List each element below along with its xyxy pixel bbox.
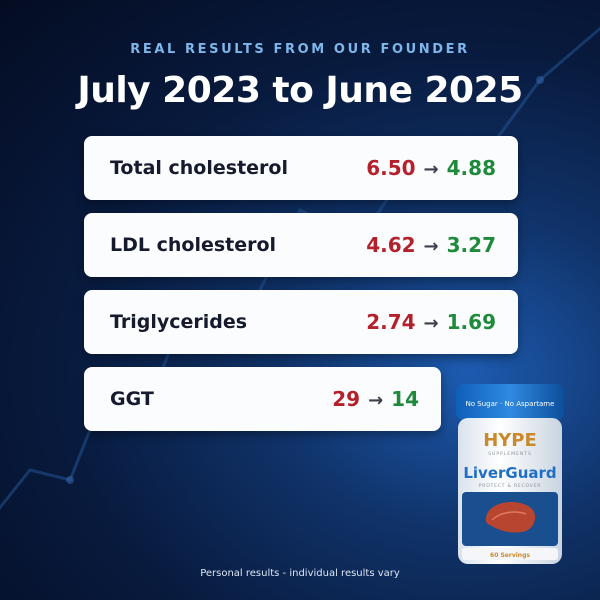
after-value: 4.88 bbox=[446, 156, 496, 180]
product-band-text: No Sugar · No Aspartame bbox=[466, 400, 555, 408]
result-label: LDL cholesterol bbox=[110, 234, 277, 256]
result-card-total-cholesterol: Total cholesterol 6.50 → 4.88 bbox=[84, 136, 518, 200]
before-value: 2.74 bbox=[366, 310, 416, 334]
result-values: 6.50 → 4.88 bbox=[366, 136, 496, 202]
before-value: 29 bbox=[332, 387, 361, 411]
after-value: 1.69 bbox=[446, 310, 496, 334]
result-label: Total cholesterol bbox=[110, 157, 288, 179]
product-brand: HYPE bbox=[483, 430, 537, 451]
arrow-right-icon: → bbox=[368, 390, 384, 411]
arrow-right-icon: → bbox=[423, 313, 439, 334]
after-value: 3.27 bbox=[446, 233, 496, 257]
result-values: 2.74 → 1.69 bbox=[366, 290, 496, 356]
product-brand-sub: SUPPLEMENTS bbox=[488, 451, 532, 457]
product-tagline: PROTECT & RECOVER bbox=[479, 483, 541, 489]
footer-disclaimer: Personal results - individual results va… bbox=[200, 568, 400, 579]
before-value: 4.62 bbox=[366, 233, 416, 257]
result-card-ggt: GGT 29 → 14 bbox=[84, 367, 441, 431]
result-label: GGT bbox=[110, 388, 154, 410]
arrow-right-icon: → bbox=[423, 236, 439, 257]
result-values: 4.62 → 3.27 bbox=[366, 213, 496, 279]
before-value: 6.50 bbox=[366, 156, 416, 180]
after-value: 14 bbox=[391, 387, 419, 411]
result-values: 29 → 14 bbox=[332, 367, 419, 433]
arrow-right-icon: → bbox=[423, 159, 439, 180]
page-title: July 2023 to June 2025 bbox=[77, 70, 523, 111]
result-card-ldl-cholesterol: LDL cholesterol 4.62 → 3.27 bbox=[84, 213, 518, 277]
eyebrow-heading: REAL RESULTS FROM OUR FOUNDER bbox=[130, 42, 470, 57]
product-name: LiverGuard bbox=[463, 464, 556, 482]
result-label: Triglycerides bbox=[110, 311, 248, 333]
product-jar-image: No Sugar · No Aspartame HYPE SUPPLEMENTS… bbox=[456, 384, 564, 564]
result-card-triglycerides: Triglycerides 2.74 → 1.69 bbox=[84, 290, 518, 354]
product-servings: 60 Servings bbox=[490, 552, 530, 559]
